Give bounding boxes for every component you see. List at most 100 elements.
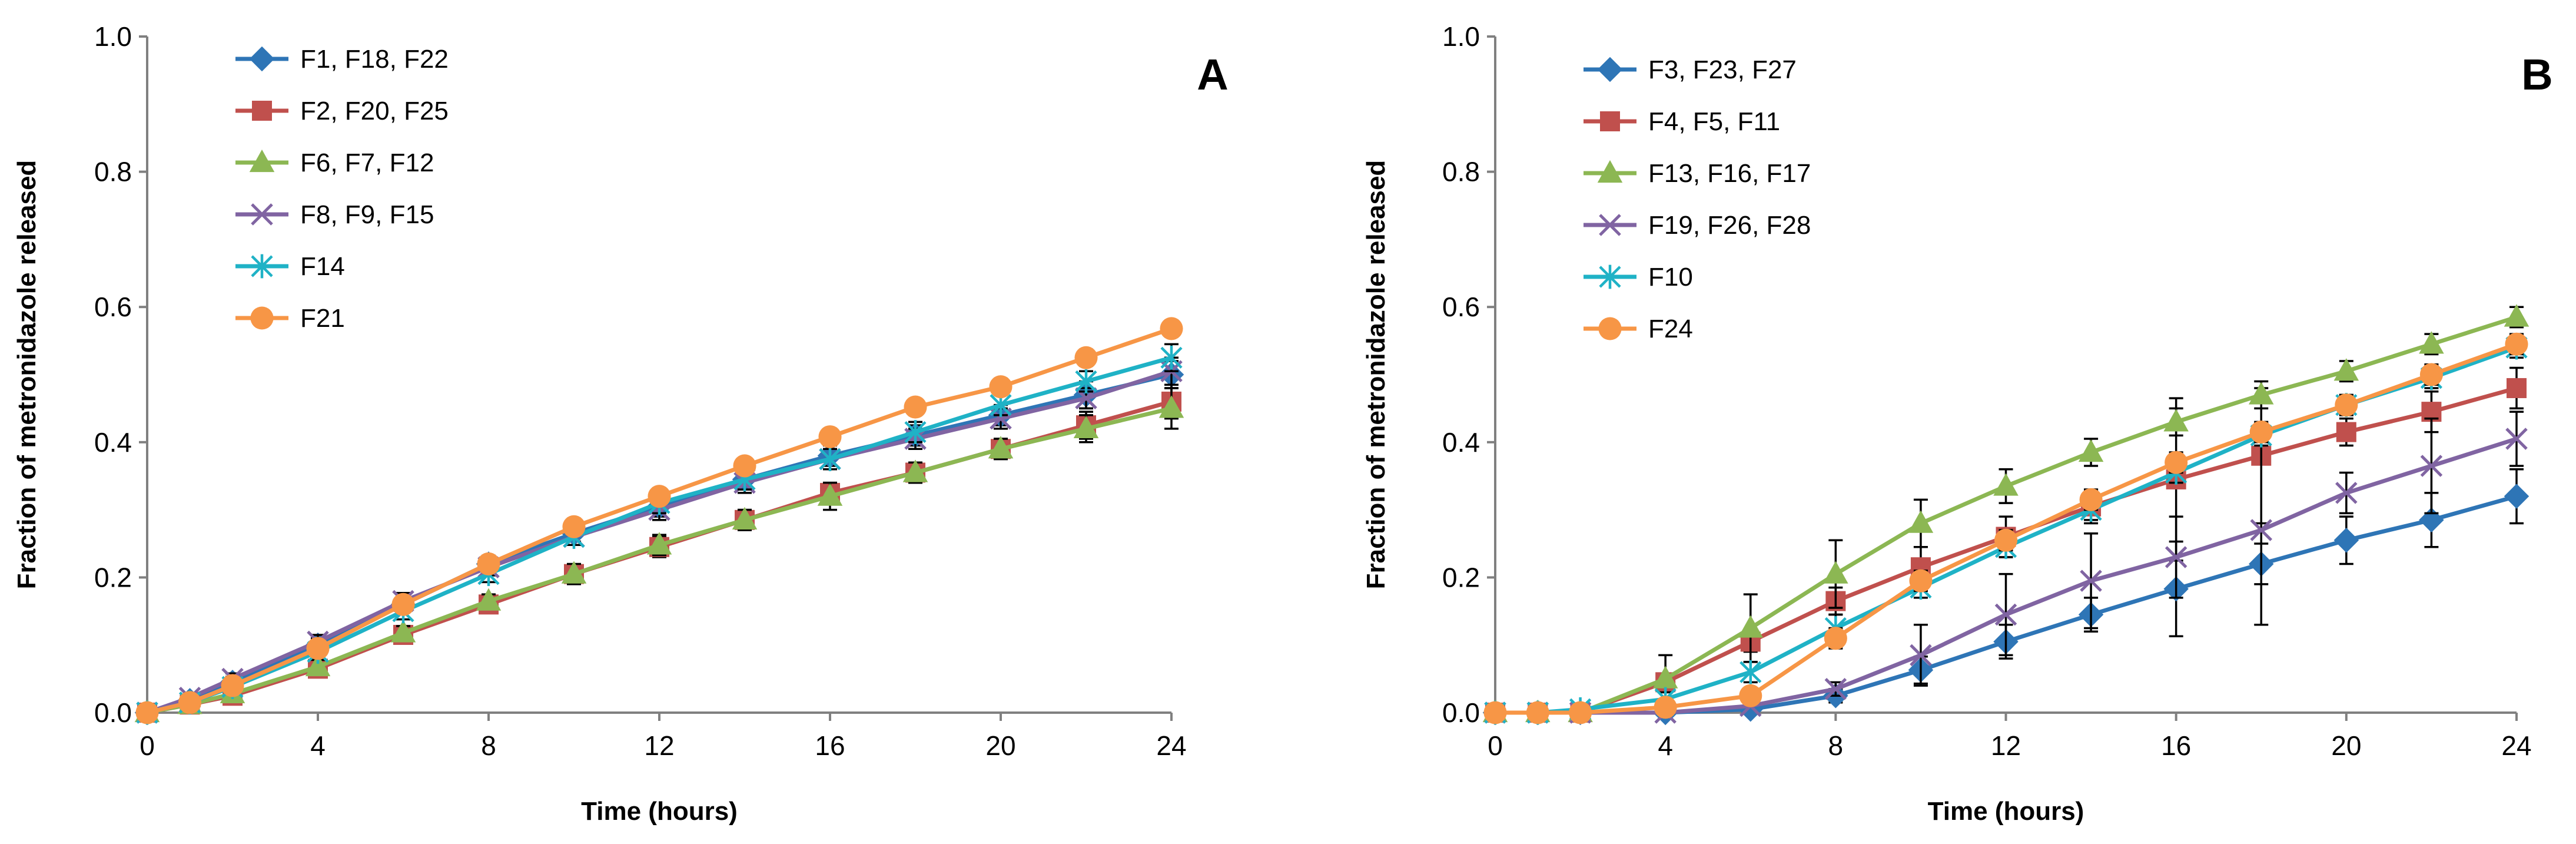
y-axis-label: Fraction of metronidazole released <box>1362 160 1390 590</box>
legend-label: F13, F16, F17 <box>1648 159 1811 188</box>
data-point <box>2333 528 2359 553</box>
x-tick-label: 20 <box>985 730 1015 761</box>
y-tick-label: 1.0 <box>1442 21 1480 52</box>
legend-marker <box>1599 264 1621 289</box>
series-line <box>146 369 1173 715</box>
legend-item: F24 <box>1584 315 1693 343</box>
y-tick-label: 1.0 <box>94 21 132 52</box>
x-tick-label: 8 <box>1828 730 1844 761</box>
legend-marker <box>1600 111 1620 131</box>
data-point <box>305 653 331 677</box>
data-point <box>562 515 586 538</box>
y-tick-label: 0.6 <box>1442 292 1480 322</box>
legend-item: F4, F5, F11 <box>1584 107 1780 136</box>
y-tick-label: 0.0 <box>1442 697 1480 728</box>
data-point <box>2504 304 2529 327</box>
data-point <box>1824 678 1847 700</box>
x-tick-label: 12 <box>644 730 674 761</box>
x-tick-label: 12 <box>1991 730 2021 761</box>
data-point <box>2333 358 2359 381</box>
legend-label: F8, F9, F15 <box>300 200 434 229</box>
y-tick-label: 0.0 <box>94 697 132 728</box>
data-point <box>1652 666 1678 689</box>
legend-marker <box>250 306 274 330</box>
data-point <box>1075 369 1097 393</box>
legend-item: F21 <box>235 304 345 333</box>
data-point <box>2163 409 2189 432</box>
data-point <box>2249 421 2273 444</box>
y-tick-label: 0.2 <box>94 562 132 593</box>
data-point <box>2078 439 2104 462</box>
data-point <box>390 620 416 643</box>
data-point <box>1160 345 1183 370</box>
legend-marker <box>252 101 272 121</box>
legend: F3, F23, F27 F4, F5, F11 F13, F16, F17 F19,… <box>1584 55 1811 343</box>
y-tick-label: 0.8 <box>1442 157 1480 187</box>
legend-item: F14 <box>235 252 345 281</box>
legend-label: F14 <box>300 252 345 281</box>
legend-marker <box>1597 57 1623 82</box>
data-point <box>904 395 927 419</box>
data-point <box>2165 546 2187 568</box>
data-point <box>1074 346 1098 369</box>
data-point <box>2335 482 2358 504</box>
chart-panel-b: 0.0 0.2 0.4 0.6 0.8 1.0 0 4 8 12 16 20 24 Time (hours… <box>1362 21 2553 826</box>
x-tick-label: 20 <box>2331 730 2361 761</box>
legend-item: F13, F16, F17 <box>1584 159 1811 188</box>
data-point <box>2507 378 2527 398</box>
data-point <box>902 459 928 482</box>
legend-marker <box>251 203 273 226</box>
data-point <box>646 532 672 555</box>
data-point <box>1994 528 2018 552</box>
series-line <box>1495 342 2518 715</box>
data-point <box>391 593 415 616</box>
data-point <box>818 425 842 449</box>
data-point <box>1739 684 1762 707</box>
data-point <box>1823 561 1848 584</box>
data-point <box>733 454 756 478</box>
legend-label: F1, F18, F22 <box>300 45 449 74</box>
data-point <box>988 436 1014 459</box>
data-point <box>819 447 841 471</box>
data-point <box>561 561 587 584</box>
data-point <box>1909 569 1933 593</box>
data-point <box>1160 317 1183 340</box>
data-point <box>2249 382 2274 405</box>
series-6 <box>135 317 1183 724</box>
data-point <box>1740 660 1762 684</box>
series-6 <box>1483 332 2528 724</box>
x-tick-label: 16 <box>2161 730 2191 761</box>
data-point <box>2079 488 2103 511</box>
data-point <box>904 420 927 444</box>
data-point <box>2505 332 2528 356</box>
legend-item: F8, F9, F15 <box>235 200 434 229</box>
y-tick-label: 0.4 <box>94 427 132 458</box>
data-point <box>817 483 843 506</box>
legend-marker <box>249 149 275 173</box>
data-point <box>2505 428 2528 450</box>
data-point <box>1569 701 1592 724</box>
x-axis-label: Time (hours) <box>1928 797 2084 826</box>
data-point <box>1908 510 1934 533</box>
data-point <box>989 375 1013 399</box>
legend: F1, F18, F22 F2, F20, F25 F6, F7, F12 F8, F… <box>235 45 449 333</box>
data-point <box>1158 395 1184 418</box>
series-line <box>147 406 1172 715</box>
data-point <box>477 552 500 575</box>
legend-label: F3, F23, F27 <box>1648 55 1797 84</box>
data-point <box>1073 415 1099 438</box>
legend-item: F1, F18, F22 <box>235 45 449 74</box>
data-point <box>2419 331 2444 354</box>
series-4 <box>1484 411 2528 724</box>
data-point <box>1483 701 1507 724</box>
data-point <box>221 674 244 697</box>
x-tick-label: 4 <box>1658 730 1673 761</box>
legend-label: F24 <box>1648 315 1693 343</box>
data-point <box>2250 519 2273 541</box>
legend-marker <box>249 46 275 72</box>
y-tick-label: 0.6 <box>94 292 132 322</box>
legend-label: F4, F5, F11 <box>1648 107 1780 136</box>
data-point <box>648 485 671 508</box>
data-point <box>2419 363 2443 386</box>
